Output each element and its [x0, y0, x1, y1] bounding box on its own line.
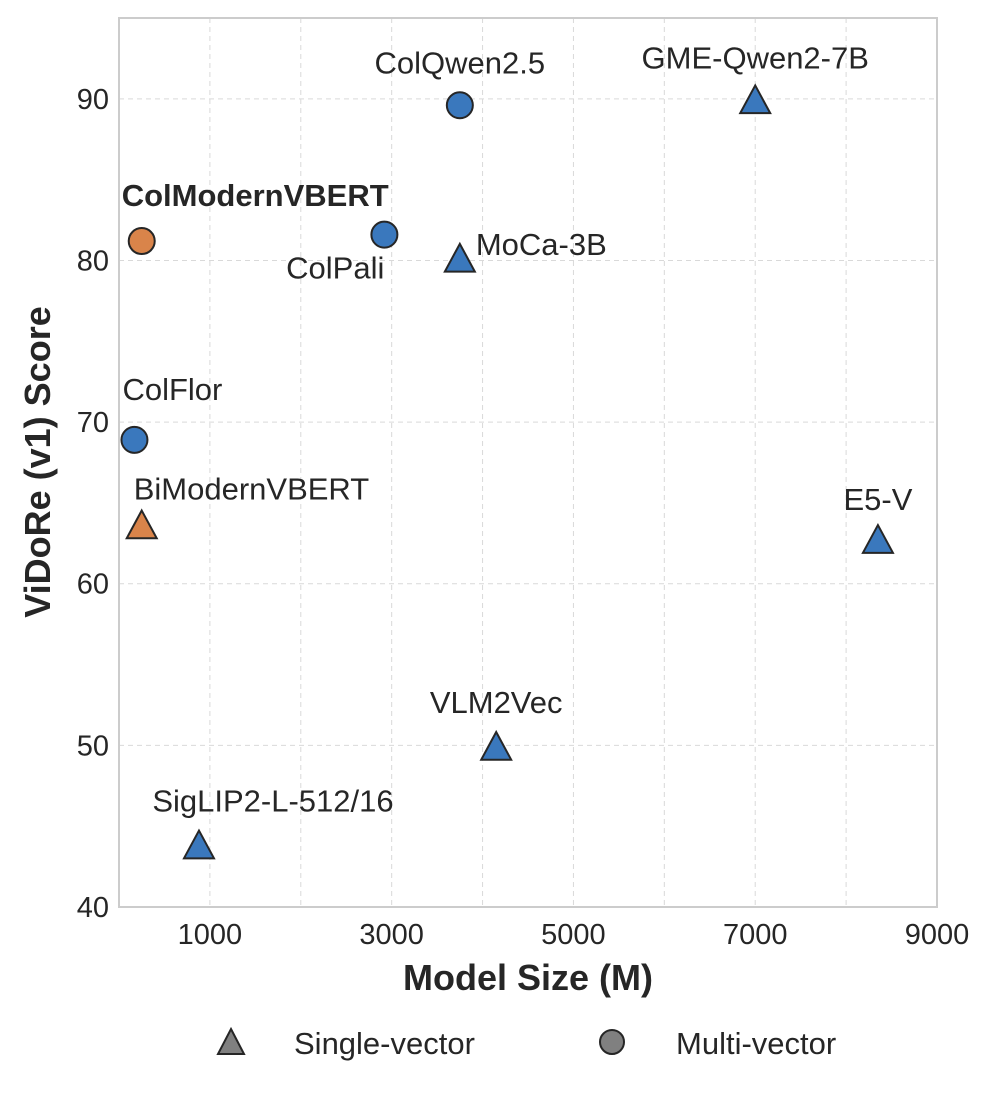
legend: Single-vector Multi-vector: [216, 1026, 836, 1061]
label-siglip2-l-512-16: SigLIP2-L-512/16: [152, 784, 393, 819]
label-bimodernvbert: BiModernVBERT: [134, 472, 370, 507]
legend-circle-marker: [599, 1029, 625, 1055]
y-tick-label: 70: [77, 407, 109, 439]
point-e5-v: [861, 522, 895, 554]
label-colqwen2-5: ColQwen2.5: [375, 45, 546, 80]
x-tick-label: 7000: [723, 919, 788, 951]
legend-label-single-vector: Single-vector: [294, 1026, 475, 1061]
label-e5-v: E5-V: [843, 482, 912, 517]
point-colmodernvbert: [127, 227, 156, 256]
plot-frame: [118, 17, 938, 908]
data-points: [120, 83, 895, 860]
x-tick-label: 1000: [178, 919, 243, 951]
y-tick-label: 90: [77, 84, 109, 116]
y-tick-label: 50: [77, 730, 109, 762]
y-axis-title: ViDoRe (v1) Score: [17, 306, 58, 617]
legend-triangle-marker: [216, 1026, 246, 1055]
y-tick-label: 60: [77, 569, 109, 601]
point-siglip2-l-512-16: [182, 828, 216, 860]
point-labels: ColModernVBERT BiModernVBERT ColFlor ColPal…: [122, 40, 913, 818]
label-colmodernvbert: ColModernVBERT: [122, 178, 389, 213]
x-tick-label: 5000: [541, 919, 606, 951]
point-bimodernvbert: [125, 508, 159, 540]
x-tick-label: 3000: [359, 919, 424, 951]
grid-lines: [119, 18, 937, 907]
legend-label-multi-vector: Multi-vector: [676, 1026, 836, 1061]
x-axis-title: Model Size (M): [403, 957, 653, 998]
tick-labels: 1000 3000 5000 7000 9000 40 50 60 70 80 90: [77, 84, 970, 951]
point-colpali: [370, 220, 399, 249]
y-tick-label: 80: [77, 245, 109, 277]
point-colflor: [120, 425, 149, 454]
label-gme-qwen2-7b: GME-Qwen2-7B: [642, 40, 869, 75]
label-colflor: ColFlor: [122, 372, 222, 407]
x-tick-label: 9000: [905, 919, 970, 951]
point-gme-qwen2-7b: [738, 83, 772, 115]
point-moca-3b: [443, 241, 477, 273]
point-colqwen2-5: [445, 91, 474, 120]
label-moca-3b: MoCa-3B: [476, 227, 607, 262]
point-vlm2vec: [479, 729, 513, 761]
y-tick-label: 40: [77, 892, 109, 924]
label-colpali: ColPali: [286, 251, 384, 286]
label-vlm2vec: VLM2Vec: [430, 685, 563, 720]
